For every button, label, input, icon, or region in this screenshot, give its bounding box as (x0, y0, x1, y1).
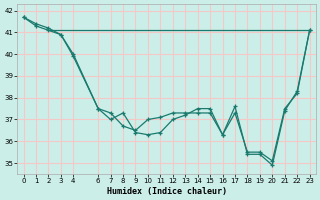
X-axis label: Humidex (Indice chaleur): Humidex (Indice chaleur) (107, 187, 227, 196)
